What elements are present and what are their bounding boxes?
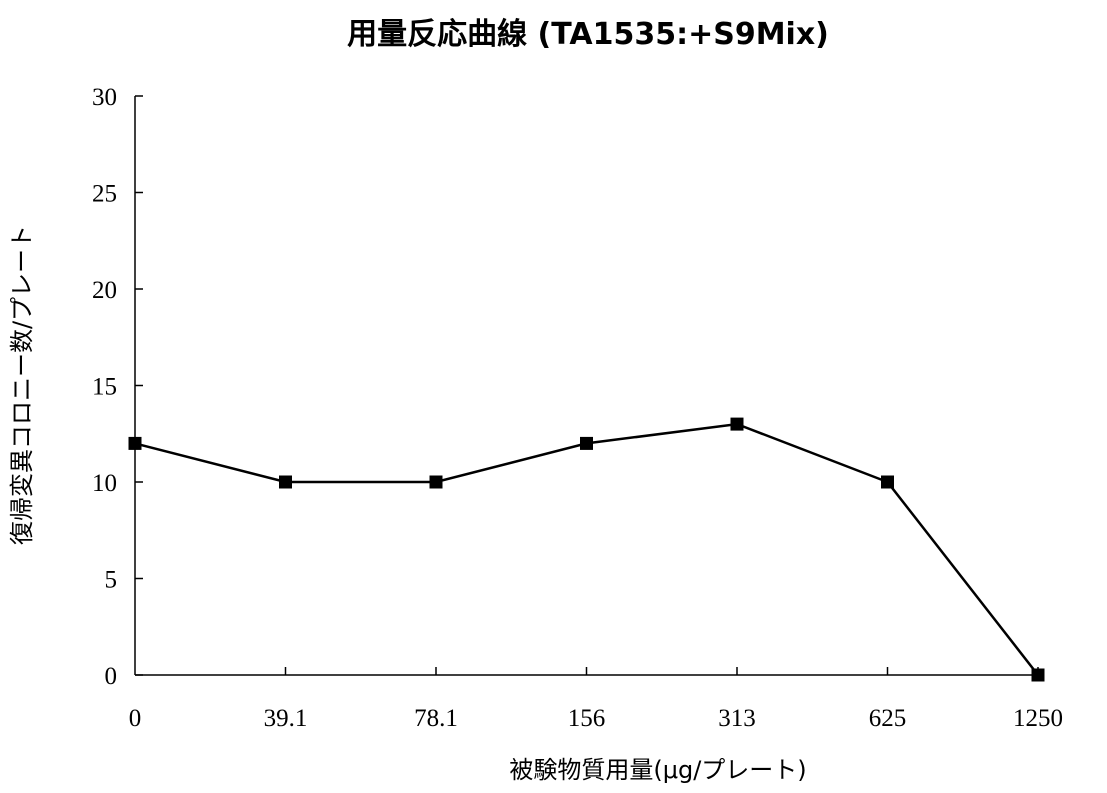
x-tick-label: 313 (718, 705, 756, 732)
data-point-marker (279, 475, 292, 489)
x-tick-label: 156 (568, 705, 606, 732)
series-line (134, 422, 1039, 676)
y-tick-label: 30 (92, 84, 117, 111)
y-axis-title: 復帰変異コロニー数/プレート (8, 225, 36, 545)
x-axis-title: 被験物質用量(μg/プレート) (509, 756, 806, 784)
data-point-marker (429, 475, 443, 489)
data-point-marker (580, 436, 593, 450)
x-tick-label: 78.1 (414, 705, 458, 732)
y-tick-label: 15 (92, 374, 117, 401)
y-tick-label: 0 (105, 663, 118, 690)
data-point-marker (1031, 668, 1045, 682)
chart-title: 用量反応曲線 (TA1535:+S9Mix) (347, 17, 829, 52)
y-tick-label: 10 (92, 470, 117, 497)
x-tick-label: 39.1 (264, 705, 308, 732)
y-tick-group: 0 5 10 15 20 25 30 (92, 84, 143, 690)
y-tick-label: 25 (92, 181, 117, 208)
data-point-marker (881, 475, 894, 489)
y-tick-label: 20 (92, 277, 117, 304)
x-tick-label: 625 (869, 705, 907, 732)
series-group (128, 417, 1045, 682)
y-tick-label: 5 (105, 567, 118, 594)
x-tick-group: 0 39.1 78.1 156 313 625 1250 (129, 667, 1063, 732)
data-point-marker (128, 436, 142, 450)
x-tick-label: 1250 (1013, 705, 1063, 732)
data-point-marker (730, 417, 744, 431)
x-tick-label: 0 (129, 705, 142, 732)
